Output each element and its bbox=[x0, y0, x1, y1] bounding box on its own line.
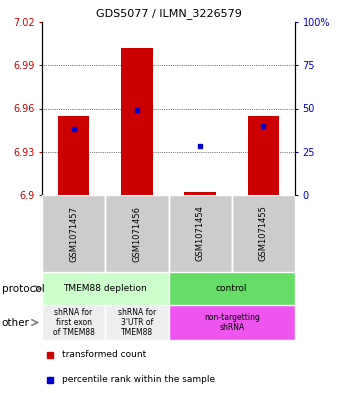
Text: GSM1071455: GSM1071455 bbox=[259, 206, 268, 261]
Bar bbox=[169, 272, 295, 305]
Text: percentile rank within the sample: percentile rank within the sample bbox=[62, 375, 215, 384]
Bar bbox=[58, 116, 89, 195]
Bar bbox=[184, 192, 216, 195]
Bar bbox=[121, 48, 153, 195]
Text: shRNA for
first exon
of TMEM88: shRNA for first exon of TMEM88 bbox=[53, 308, 95, 338]
Bar bbox=[42, 305, 105, 340]
Text: non-targetting
shRNA: non-targetting shRNA bbox=[204, 313, 260, 332]
Text: other: other bbox=[2, 318, 30, 327]
Text: TMEM88 depletion: TMEM88 depletion bbox=[63, 284, 147, 293]
Text: GSM1071454: GSM1071454 bbox=[195, 206, 205, 261]
Bar bbox=[232, 195, 295, 272]
Title: GDS5077 / ILMN_3226579: GDS5077 / ILMN_3226579 bbox=[96, 8, 241, 19]
Text: GSM1071457: GSM1071457 bbox=[69, 206, 78, 261]
Text: control: control bbox=[216, 284, 248, 293]
Bar bbox=[169, 195, 232, 272]
Text: shRNA for
3'UTR of
TMEM88: shRNA for 3'UTR of TMEM88 bbox=[118, 308, 156, 338]
Bar bbox=[105, 305, 169, 340]
Text: GSM1071456: GSM1071456 bbox=[132, 206, 141, 261]
Text: protocol: protocol bbox=[2, 283, 45, 294]
Text: transformed count: transformed count bbox=[62, 350, 147, 359]
Bar bbox=[248, 116, 279, 195]
Bar bbox=[42, 195, 105, 272]
Bar bbox=[169, 305, 295, 340]
Bar bbox=[42, 272, 169, 305]
Bar bbox=[105, 195, 169, 272]
